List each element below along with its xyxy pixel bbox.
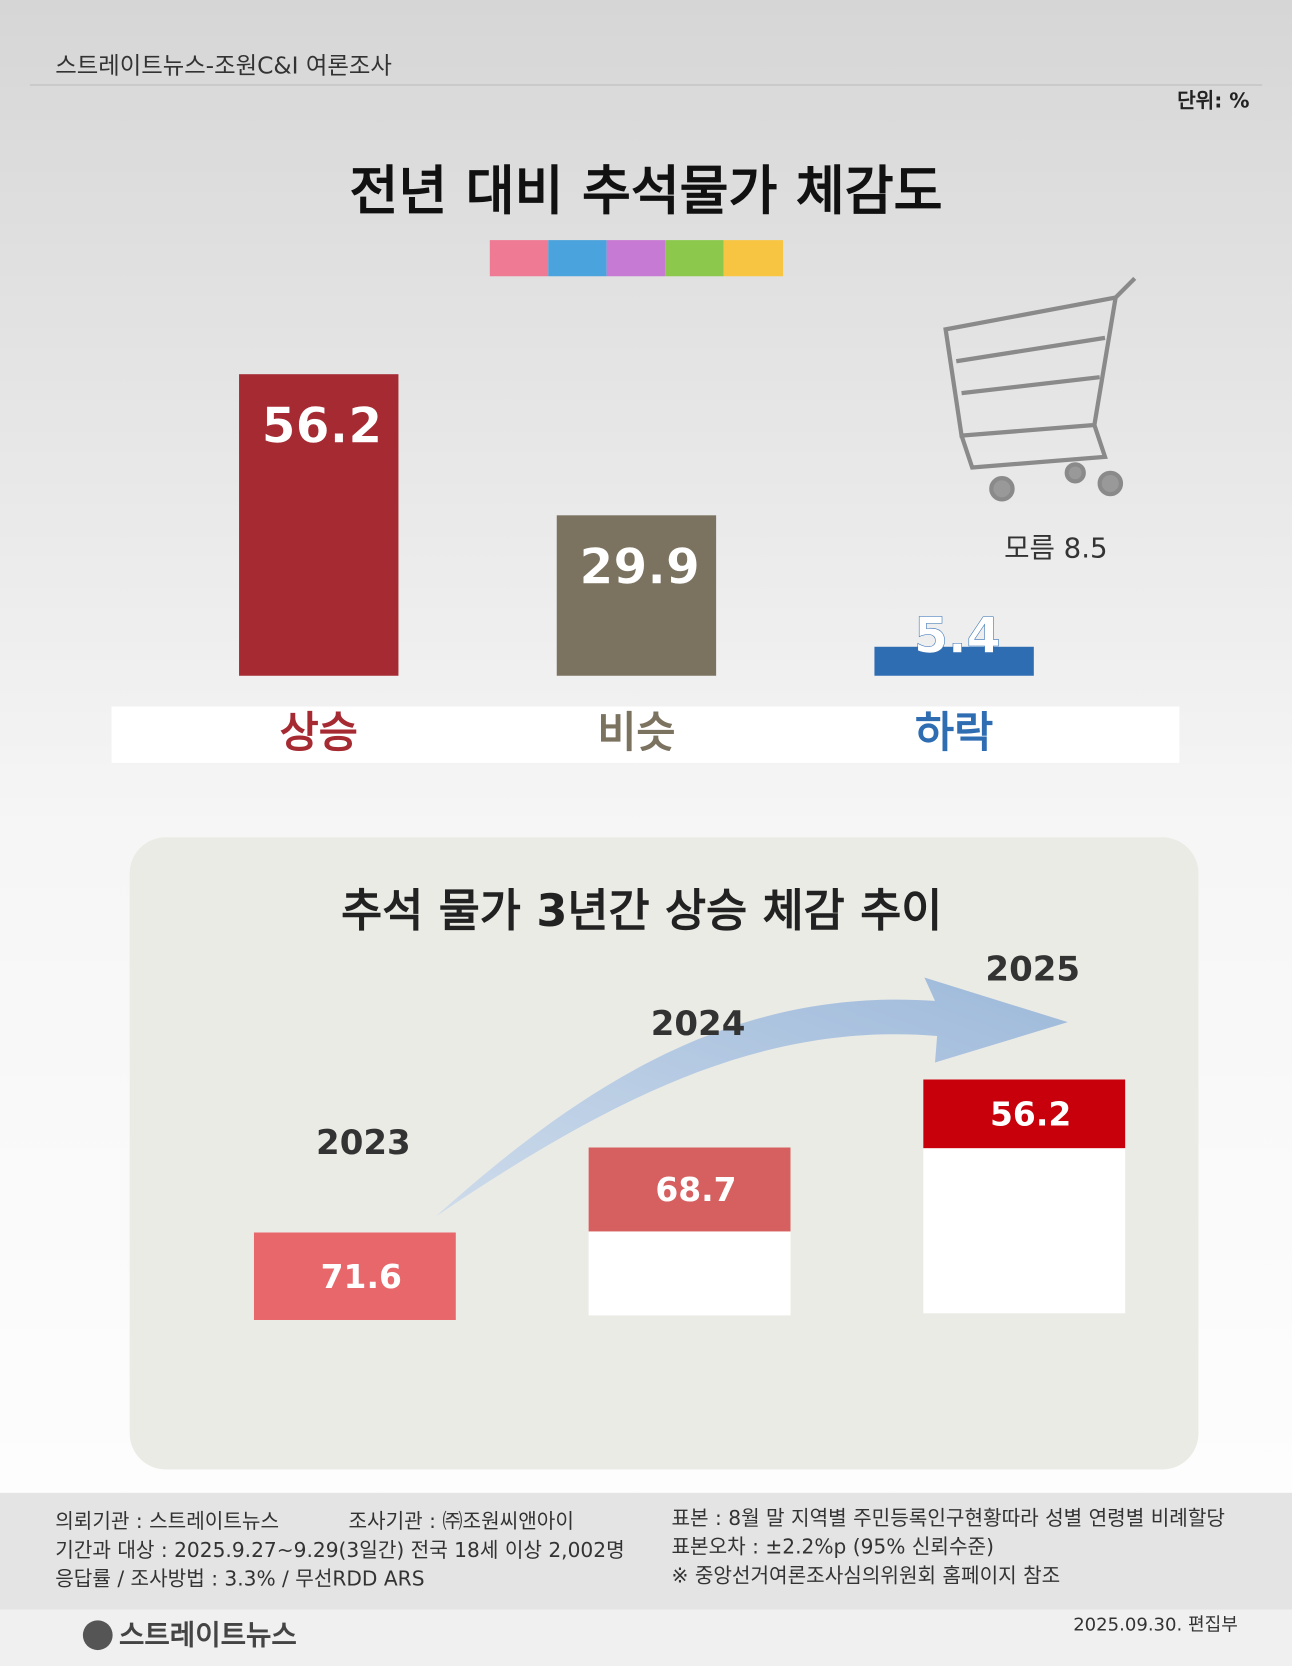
footer-line: ※ 중앙선거여론조사심의위원회 홈페이지 참조 [672,1563,1061,1587]
category-label: 상승 [280,709,358,758]
footer-agency: 조사기관 : ㈜조원씨앤아이 [349,1509,574,1533]
logo-mark [82,1620,113,1651]
bar [923,1079,1126,1149]
footer-line: 응답률 / 조사방법 : 3.3% / 무선RDD ARS [55,1566,424,1590]
bar [556,515,717,676]
value-label: 71.6 [321,1257,402,1296]
year-label: 2025 [985,950,1080,990]
footer-bottom [0,1609,1292,1666]
cart-icon [943,276,1137,502]
footer-date: 2025.09.30. 편집부 [1073,1615,1238,1636]
value-label: 56.2 [990,1094,1071,1133]
category-label: 비슷 [597,709,675,758]
value-label: 5.4 [914,608,1001,665]
label-strip [111,706,1180,763]
trend-arrow [435,977,1068,1217]
category-label: 하락 [915,709,993,758]
logo: 스트레이트뉴스 [119,1618,297,1651]
trend-title: 추석 물가 3년간 상승 체감 추이 [341,885,942,937]
chart-title: 전년 대비 추석물가 체감도 [350,160,943,222]
unknown-name: 모름 [1004,531,1055,564]
unknown-label: 모름 8.5 [1004,531,1108,564]
bar [588,1147,791,1232]
year-label: 2024 [651,1004,746,1044]
bar [239,374,399,676]
bar [874,646,1034,676]
unit: 단위: % [1177,89,1249,113]
value-label: 68.7 [655,1170,736,1209]
footer-line: 표본오차 : ±2.2%p (95% 신뢰수준) [672,1535,994,1559]
value-label: 29.9 [579,539,700,596]
year-label: 2023 [316,1123,411,1163]
bar [253,1232,456,1320]
unknown-value: 8.5 [1064,531,1108,564]
footer-line: 기간과 대상 : 2025.9.27~9.29(3일간) 전국 18세 이상 2… [55,1538,624,1562]
footer-band [0,1492,1292,1610]
footer-line: 의뢰기관 : 스트레이트뉴스 [55,1509,279,1533]
source: 스트레이트뉴스-조원C&I 여론조사 [55,51,392,79]
color-strip [489,240,784,277]
value-label: 56.2 [262,397,383,454]
footer-line: 표본 : 8월 말 지역별 주민등록인구현황따라 성별 연령별 비례할당 [672,1506,1225,1530]
